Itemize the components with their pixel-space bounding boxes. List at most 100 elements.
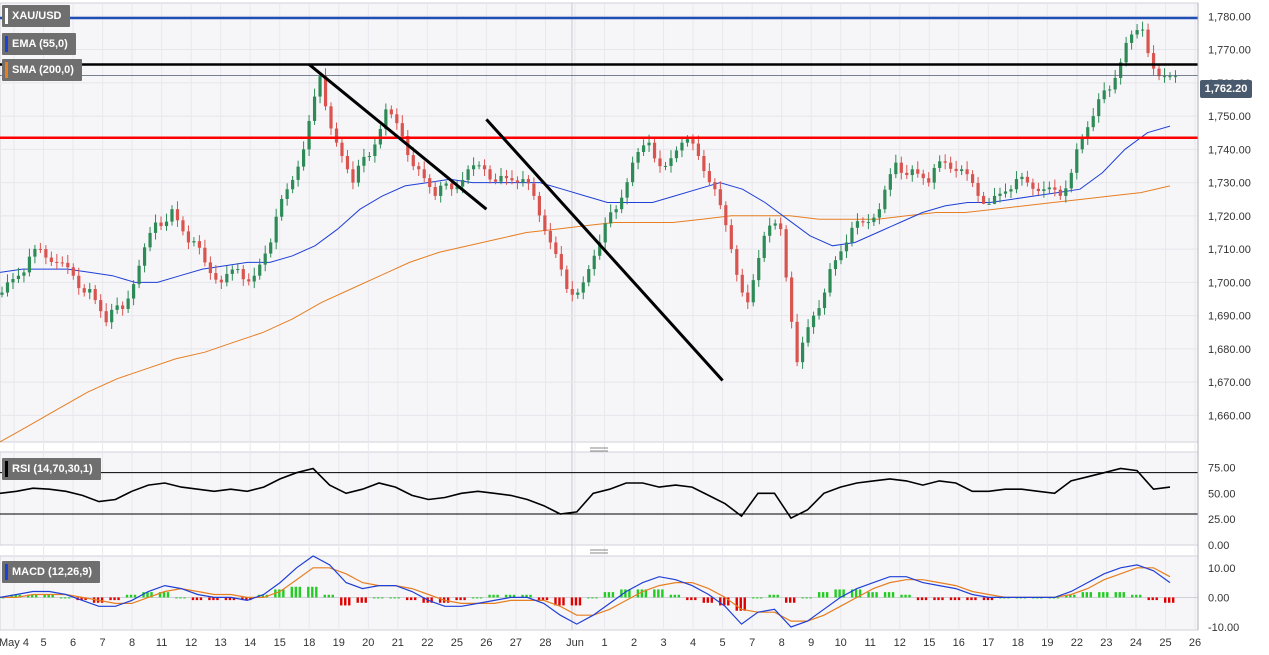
candle-body [373,144,377,156]
macd-hist-bar [125,594,129,598]
candle-body [620,197,624,210]
candle-body [11,279,15,283]
candle-body [614,209,618,213]
x-tick-label: 18 [303,637,315,649]
candle-body [55,261,59,263]
x-tick-label: 10 [835,637,847,649]
candle-body [532,183,536,196]
macd-hist-bar [438,597,442,603]
macd-hist-bar [867,592,870,598]
candle-body [592,255,596,270]
panel-bg-0 [0,2,1199,443]
macd-hist-bar [1098,592,1101,598]
candle-body [181,220,185,232]
candle-body [417,166,421,170]
candle-body [663,165,668,167]
macd-hist-bar [825,592,829,598]
candle-body [625,182,629,198]
x-tick-label: 28 [539,637,551,649]
candle-body [543,215,547,231]
candle-body [598,242,602,256]
macd-hist-bar [974,597,977,601]
sma-text: SMA (200,0) [12,64,74,76]
macd-hist-bar [768,594,771,598]
candle-body [526,179,531,184]
macd-hist-bar [446,597,450,603]
candle-body [773,223,777,226]
macd-hist-bar [752,597,755,599]
candle-body [970,174,975,184]
candle-body [587,269,591,283]
candle-body [570,289,574,295]
candle-body [66,262,70,268]
candle-body [197,241,202,248]
x-tick-label: 21 [392,637,404,649]
macd-hist-bar [1069,594,1072,598]
candle-body [866,222,871,224]
candle-body [647,142,651,146]
macd-tick-label: 10.00 [1208,563,1236,575]
trendlines [308,63,724,382]
macd-hist-bar [496,594,499,598]
ema-text: EMA (55,0) [12,38,68,50]
price-tick-label: 1,780.00 [1208,11,1251,23]
macd-hist-bar [405,597,409,601]
candle-body [1140,29,1145,31]
macd-hist-bar [920,597,924,601]
candle-body [214,273,218,280]
macd-hist-bar [323,594,326,598]
candle-body [1173,76,1178,78]
candle-body [1003,191,1008,194]
macd-hist-bar [63,597,67,599]
x-tick-label: 12 [894,637,906,649]
candle-body [746,292,750,303]
macd-hist-bar [471,597,475,599]
candle-body [488,169,492,180]
candle-body [1151,53,1156,69]
candle-body [1130,34,1134,43]
macd-hist-bar [10,594,13,598]
x-tick-label: 5 [720,637,726,649]
macd-hist-bar [162,592,166,598]
candle-body [1064,188,1068,196]
candle-body [949,162,953,169]
candle-body [1025,176,1030,183]
candle-body [795,321,799,363]
candle-body [433,187,437,196]
macd-hist-bar [100,597,104,603]
macd-hist-bar [1122,592,1125,598]
candle-body [1086,127,1090,139]
macd-hist-bar [344,597,347,606]
macd-label: MACD (12,26,9) [2,561,101,583]
candle-body [510,178,514,181]
macd-hist-bar [570,597,574,606]
macd-hist-bar [661,589,664,598]
macd-swatch [5,564,8,580]
macd-hist-bar [772,594,775,598]
macd-hist-bar [455,597,458,601]
candle-body [992,195,997,204]
macd-hist-bar [562,597,565,606]
candle-body [790,277,794,322]
macd-hist-bar [1106,592,1109,598]
candle-body [126,298,130,309]
symbol-label: XAU/USD [2,5,70,27]
macd-hist-bar [508,594,512,598]
macd-hist-bar [937,597,940,601]
candle-body [921,173,925,179]
macd-hist-bar [294,586,298,598]
x-tick-label: 19 [333,637,345,649]
candle-body [927,178,931,183]
candle-body [855,221,860,228]
macd-hist-bar [1056,597,1060,599]
candle-body [159,222,163,227]
macd-hist-bar [1164,597,1167,603]
candle-body [943,161,947,163]
candle-body [274,216,278,243]
macd-hist-bar [694,597,697,601]
macd-hist-bar [504,594,508,598]
macd-hist-bar [348,597,351,606]
candle-body [1014,179,1019,190]
candle-body [1091,116,1095,128]
candle-body [998,193,1002,196]
